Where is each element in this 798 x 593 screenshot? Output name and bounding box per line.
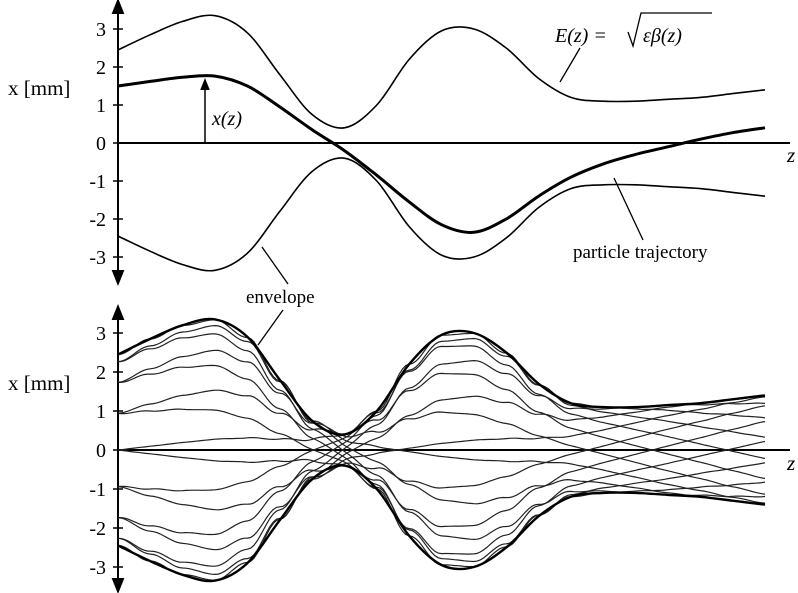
top-panel: 3 2 1 0 -1 -2 -3 x [mm] z x(z) E(z) = εβ(z) pa… [8,0,795,346]
bottom-trajectory-line [117,440,766,555]
top-envelope-upper-line [117,14,766,129]
top-particle-trajectory-line [117,74,766,234]
top-ytick-label: 3 [96,19,106,41]
bottom-ytick-label: 3 [96,323,106,345]
envelope-formula-leader [559,47,581,83]
top-ytick-label: -1 [89,171,106,193]
bottom-trajectory-line [117,349,766,495]
bottom-ytick-label: -2 [89,518,106,540]
svg-text:εβ(z): εβ(z) [643,25,682,47]
bottom-panel: 3 2 1 0 -1 -2 -3 x [mm] z [8,304,795,593]
trajectory-amplitude-label: x(z) [211,108,242,130]
particle-trajectory-leader [613,177,644,241]
bottom-ytick-label: 2 [96,362,106,384]
envelope-leader-bottom [257,309,284,346]
top-envelope-lower-line [117,157,766,272]
bottom-ytick-label: 0 [96,440,106,462]
bottom-trajectory-line [117,372,766,480]
top-xlabel: z [786,143,795,167]
bottom-envelope-upper-line [117,317,766,436]
bottom-trajectory-family [117,319,766,581]
envelope-leader-top [261,246,289,285]
bottom-envelope-lower-line [117,464,766,583]
bottom-trajectory-line [117,396,766,576]
bottom-ylabel: x [mm] [8,371,70,395]
top-ytick-label: 0 [96,133,106,155]
bottom-trajectory-line [118,337,766,536]
bottom-trajectory-line [117,420,766,528]
bottom-y-ticks: 3 2 1 0 -1 -2 -3 [89,323,123,579]
top-ytick-label: -3 [89,247,106,269]
bottom-trajectory-line [117,319,765,505]
top-ylabel: x [mm] [8,76,70,100]
bottom-ytick-label: -1 [89,479,106,501]
bottom-trajectory-line [117,395,765,581]
top-y-ticks: 3 2 1 0 -1 -2 -3 [89,19,123,269]
svg-text:E(z) =: E(z) = [554,25,607,47]
bottom-trajectory-line [117,345,766,460]
envelope-label: envelope [246,287,315,308]
bottom-ytick-label: 1 [96,401,106,423]
bottom-ytick-label: -3 [89,557,106,579]
bottom-trajectory-line [117,405,766,551]
top-ytick-label: -2 [89,209,106,231]
envelope-formula: E(z) = εβ(z) [554,12,712,49]
bottom-xlabel: z [786,451,795,475]
bottom-trajectory-line [117,324,766,504]
bottom-trajectory-line [118,364,766,563]
particle-trajectory-label: particle trajectory [573,242,708,263]
top-ytick-label: 2 [96,57,106,79]
top-ytick-label: 1 [96,95,106,117]
